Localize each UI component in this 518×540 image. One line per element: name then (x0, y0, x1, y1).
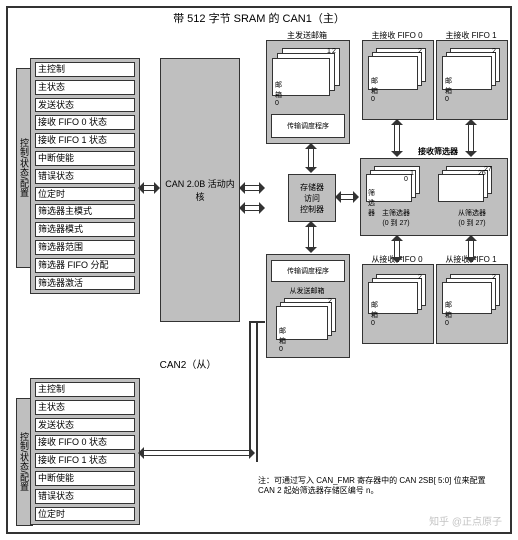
can2-subtitle: CAN2（从） (138, 356, 238, 371)
reg-item: 主状态 (35, 80, 135, 95)
arrow-core-tx2 (240, 203, 264, 213)
slave-filter-range: 从筛选器 (0 到 27) (444, 208, 500, 228)
register-panel-slave: 主控制主状态发送状态接收 FIFO 0 状态接收 FIFO 1 状态中断使能错误… (30, 378, 140, 525)
reg-item: 错误状态 (35, 489, 135, 504)
arrow-filter-fifo0s (392, 236, 402, 262)
can-core-block: CAN 2.0B 活动内核 (160, 58, 240, 322)
arrow-fifo0m-filter (392, 120, 402, 156)
reg-item: 中断使能 (35, 151, 135, 166)
arrow-memctrl-filter (336, 192, 358, 202)
filter-title: 接收筛选器 (408, 146, 468, 157)
mailbox-label: 邮箱 0 (275, 80, 282, 107)
reg-item: 筛选器范围 (35, 240, 135, 255)
arrow-memctrl-down (306, 222, 316, 252)
reg-item: 主控制 (35, 62, 135, 77)
reg-item: 错误状态 (35, 169, 135, 184)
reg-item: 接收 FIFO 1 状态 (35, 133, 135, 148)
arrow-fifo1m-filter (466, 120, 476, 156)
reg-item: 主状态 (35, 400, 135, 415)
reg-item: 位定时 (35, 187, 135, 202)
arrow-core-tx (240, 183, 264, 193)
arrow-regs-core (139, 183, 159, 193)
diagram-frame: 带 512 字节 SRAM 的 CAN1（主） 控制/状态/配置 主控制主状态发… (6, 6, 512, 534)
reg-item: 位定时 (35, 507, 135, 522)
footnote: 注：可通过写入 CAN_FMR 寄存器中的 CAN 2SB[ 5:0] 位来配置… (258, 476, 504, 497)
arrow-memctrl-up (306, 144, 316, 172)
diagram-title: 带 512 字节 SRAM 的 CAN1（主） (8, 10, 510, 26)
slave-tx-title: 从发送邮箱 (276, 286, 338, 296)
reg-item: 中断使能 (35, 471, 135, 486)
reg-item: 接收 FIFO 1 状态 (35, 453, 135, 468)
reg-item: 发送状态 (35, 98, 135, 113)
arrow-slave-out (139, 448, 254, 458)
mem-ctrl-block: 存储器 访问 控制器 (288, 174, 336, 222)
reg-item: 发送状态 (35, 418, 135, 433)
arrow-filter-fifo1s (466, 236, 476, 262)
register-panel-master: 主控制主状态发送状态接收 FIFO 0 状态接收 FIFO 1 状态中断使能错误… (30, 58, 140, 294)
conn-h1 (249, 321, 265, 323)
tx-scheduler: 传输调度程序 (271, 114, 345, 138)
reg-item: 筛选器主模式 (35, 204, 135, 219)
reg-item: 接收 FIFO 0 状态 (35, 115, 135, 130)
conn-v2 (256, 321, 258, 461)
reg-item: 主控制 (35, 382, 135, 397)
reg-item: 接收 FIFO 0 状态 (35, 435, 135, 450)
conn-v1 (249, 321, 251, 451)
reg-item: 筛选器激活 (35, 276, 135, 291)
reg-item: 筛选器模式 (35, 222, 135, 237)
reg-item: 筛选器 FIFO 分配 (35, 258, 135, 273)
tx-scheduler-slave: 传输调度程序 (271, 260, 345, 282)
watermark: 知乎 @正点原子 (429, 513, 502, 528)
master-filter-range: 主筛选器 (0 到 27) (368, 208, 424, 228)
